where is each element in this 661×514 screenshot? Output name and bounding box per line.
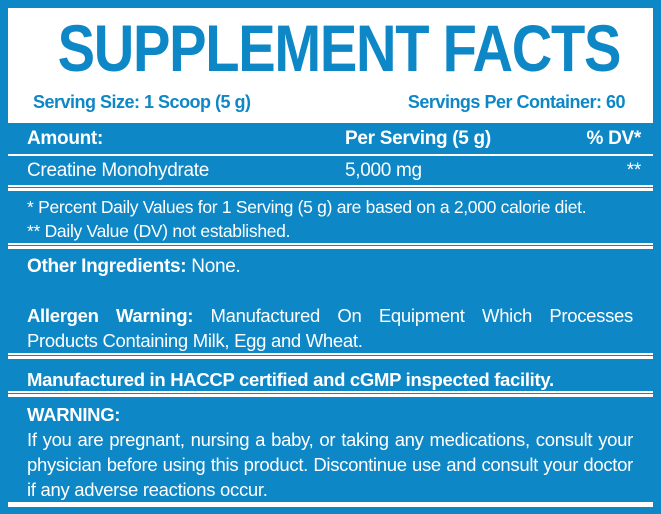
ingredient-dv: ** [626,159,642,181]
other-ingredients-label: Other Ingredients: [27,256,187,277]
serving-info-row: Serving Size: 1 Scoop (5 g) Servings Per… [33,92,626,112]
allergen-warning: Allergen Warning: Manufactured On Equipm… [8,303,653,353]
footnote-dv-not-established: ** Daily Value (DV) not established. [27,221,291,241]
amount-column-header: Amount: [27,127,103,149]
ingredient-row: Creatine Monohydrate 5,000 mg ** [8,156,653,185]
servings-per-container: Servings Per Container: 60 [407,92,626,112]
other-ingredients-value: None. [191,256,241,277]
other-ingredients: Other Ingredients: None. [8,256,653,277]
footnotes: * Percent Daily Values for 1 Serving (5 … [8,191,653,243]
serving-size: Serving Size: 1 Scoop (5 g) [33,92,251,112]
footnote-daily-values: * Percent Daily Values for 1 Serving (5 … [27,197,587,217]
divider [8,154,653,156]
page-title: SUPPLEMENT FACTS [8,15,653,81]
allergen-warning-text: Manufactured On Equipment Which Processe… [27,305,634,351]
table-header-row: Amount: Per Serving (5 g) % DV* [8,123,653,154]
divider [8,353,653,359]
divider [8,391,653,397]
facility-statement: Manufactured in HACCP certified and cGMP… [27,369,554,390]
per-serving-column-header: Per Serving (5 g) [345,127,491,149]
divider [8,243,653,249]
dv-column-header: % DV* [586,127,642,149]
label-body: Amount: Per Serving (5 g) % DV* Creatine… [8,123,653,507]
divider [8,502,653,507]
warning-heading: WARNING: [27,404,121,425]
page-title-text: SUPPLEMENT FACTS [57,11,622,85]
divider [8,185,653,191]
ingredient-amount: 5,000 mg [345,159,422,181]
allergen-warning-label: Allergen Warning: [27,305,194,326]
warning-text: If you are pregnant, nursing a baby, or … [27,429,633,500]
label-header: SUPPLEMENT FACTS Serving Size: 1 Scoop (… [8,8,653,123]
ingredient-name: Creatine Monohydrate [27,159,209,181]
